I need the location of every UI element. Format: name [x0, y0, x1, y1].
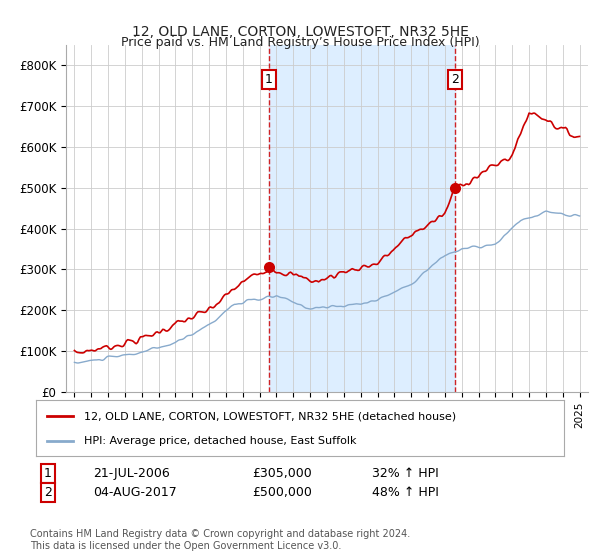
- Text: 1: 1: [265, 73, 273, 86]
- Text: Contains HM Land Registry data © Crown copyright and database right 2024.
This d: Contains HM Land Registry data © Crown c…: [30, 529, 410, 551]
- Text: 1: 1: [44, 466, 52, 480]
- Text: 12, OLD LANE, CORTON, LOWESTOFT, NR32 5HE (detached house): 12, OLD LANE, CORTON, LOWESTOFT, NR32 5H…: [83, 411, 455, 421]
- Bar: [269, 45, 455, 392]
- Text: 12, OLD LANE, CORTON, LOWESTOFT, NR32 5HE: 12, OLD LANE, CORTON, LOWESTOFT, NR32 5H…: [131, 25, 469, 39]
- Text: Price paid vs. HM Land Registry’s House Price Index (HPI): Price paid vs. HM Land Registry’s House …: [121, 36, 479, 49]
- Text: £305,000: £305,000: [252, 466, 312, 480]
- Text: 21-JUL-2006: 21-JUL-2006: [93, 466, 170, 480]
- Text: 04-AUG-2017: 04-AUG-2017: [93, 486, 177, 500]
- Text: 48% ↑ HPI: 48% ↑ HPI: [372, 486, 439, 500]
- Text: HPI: Average price, detached house, East Suffolk: HPI: Average price, detached house, East…: [83, 436, 356, 446]
- Text: 32% ↑ HPI: 32% ↑ HPI: [372, 466, 439, 480]
- Text: 2: 2: [44, 486, 52, 500]
- Text: £500,000: £500,000: [252, 486, 312, 500]
- Text: 2: 2: [451, 73, 459, 86]
